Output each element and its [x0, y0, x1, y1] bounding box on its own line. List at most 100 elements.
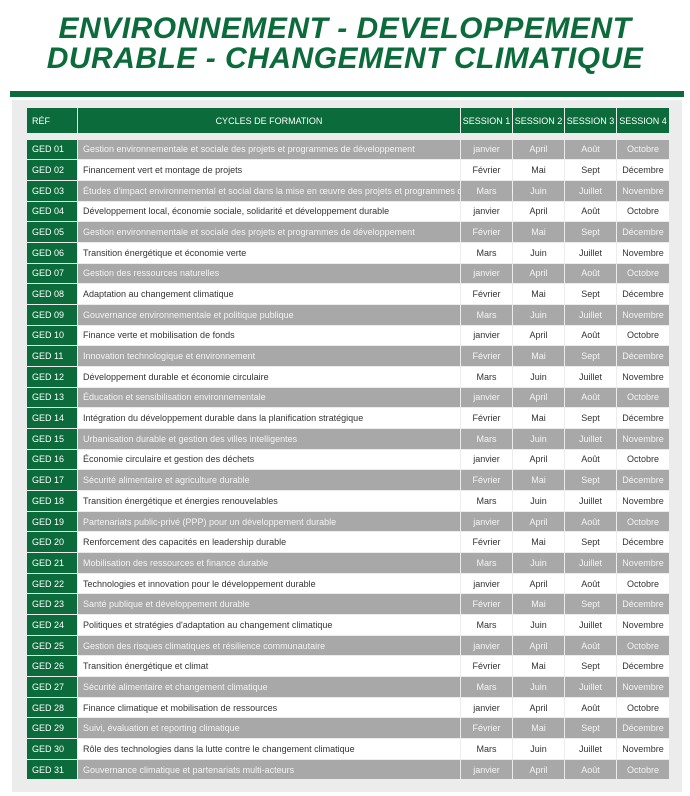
course-cell: Transition énergétique et économie verte	[78, 242, 460, 263]
session-cell: Février	[461, 532, 512, 553]
session-cell: Octobre	[617, 511, 669, 532]
session-cell: Février	[461, 160, 512, 180]
session-cell: April	[513, 511, 564, 532]
session-cell: April	[513, 387, 564, 408]
ref-cell: GED 16	[27, 449, 77, 470]
session-cell: Février	[461, 656, 512, 677]
session-cell: Mars	[461, 180, 512, 201]
session-cell: Octobre	[617, 139, 669, 160]
ref-cell: GED 23	[27, 594, 77, 615]
session-cell: Novembre	[617, 739, 669, 759]
session-cell: Juin	[513, 428, 564, 449]
session-cell: Octobre	[617, 759, 669, 780]
ref-cell: GED 12	[27, 366, 77, 387]
course-cell: Mobilisation des ressources et finance d…	[78, 553, 460, 573]
session-cell: Juillet	[565, 366, 616, 387]
session-cell: Décembre	[617, 222, 669, 242]
session-cell: Juillet	[565, 739, 616, 759]
session-cell: Octobre	[617, 635, 669, 656]
session-cell: Juin	[513, 242, 564, 263]
session-cell: Novembre	[617, 242, 669, 263]
course-cell: Adaptation au changement climatique	[78, 284, 460, 304]
session-cell: Juillet	[565, 428, 616, 449]
session-cell: Août	[565, 139, 616, 160]
session-cell: Février	[461, 346, 512, 366]
ref-cell: GED 05	[27, 222, 77, 242]
session-cell: Août	[565, 201, 616, 222]
ref-cell: GED 09	[27, 304, 77, 325]
session-cell: Sept	[565, 408, 616, 428]
session-cell: janvier	[461, 511, 512, 532]
ref-cell: GED 20	[27, 532, 77, 553]
course-cell: Suivi, évaluation et reporting climatiqu…	[78, 718, 460, 739]
ref-cell: GED 08	[27, 284, 77, 304]
session-cell: Octobre	[617, 387, 669, 408]
session-cell: Mai	[513, 222, 564, 242]
session-cell: Août	[565, 449, 616, 470]
session-cell: Mars	[461, 428, 512, 449]
session-cell: Juillet	[565, 491, 616, 511]
ref-cell: GED 28	[27, 697, 77, 718]
session-cell: Juin	[513, 366, 564, 387]
session-cell: Décembre	[617, 470, 669, 490]
session-cell: janvier	[461, 759, 512, 780]
session-cell: janvier	[461, 449, 512, 470]
session-cell: janvier	[461, 139, 512, 160]
session-cell: Sept	[565, 718, 616, 739]
session-cell: janvier	[461, 387, 512, 408]
ref-cell: GED 01	[27, 139, 77, 160]
session-cell: Août	[565, 263, 616, 284]
session-cell: janvier	[461, 635, 512, 656]
course-cell: Innovation technologique et environnemen…	[78, 346, 460, 366]
session-cell: Décembre	[617, 346, 669, 366]
course-cell: Éducation et sensibilisation environneme…	[78, 387, 460, 408]
course-cell: Gestion des ressources naturelles	[78, 263, 460, 284]
ref-cell: GED 31	[27, 759, 77, 780]
title-line: DURABLE - CHANGEMENT CLIMATIQUE	[46, 42, 644, 75]
title-line: ENVIRONNEMENT - DEVELOPPEMENT	[58, 12, 632, 45]
ref-cell: GED 11	[27, 346, 77, 366]
ref-cell: GED 02	[27, 160, 77, 180]
session-cell: Décembre	[617, 594, 669, 615]
course-cell: Gestion des risques climatiques et résil…	[78, 635, 460, 656]
session-cell: Novembre	[617, 180, 669, 201]
session-cell: janvier	[461, 201, 512, 222]
session-cell: Février	[461, 408, 512, 428]
ref-cell: GED 27	[27, 677, 77, 697]
ref-cell: GED 25	[27, 635, 77, 656]
session-cell: Août	[565, 759, 616, 780]
course-cell: Gestion environnementale et sociale des …	[78, 222, 460, 242]
session-cell: Novembre	[617, 615, 669, 635]
course-cell: Urbanisation durable et gestion des vill…	[78, 428, 460, 449]
session-cell: Décembre	[617, 532, 669, 553]
session-cell: Sept	[565, 594, 616, 615]
ref-cell: GED 18	[27, 491, 77, 511]
session-cell: Mars	[461, 615, 512, 635]
session-cell: Novembre	[617, 366, 669, 387]
session-cell: janvier	[461, 697, 512, 718]
ref-cell: GED 10	[27, 325, 77, 346]
session-cell: janvier	[461, 325, 512, 346]
course-cell: Santé publique et développement durable	[78, 594, 460, 615]
session-cell: Décembre	[617, 284, 669, 304]
session-cell: Octobre	[617, 201, 669, 222]
session-cell: April	[513, 263, 564, 284]
session-cell: Octobre	[617, 263, 669, 284]
ref-cell: GED 07	[27, 263, 77, 284]
session-cell: Mars	[461, 677, 512, 697]
session-cell: Février	[461, 470, 512, 490]
session-cell: Août	[565, 635, 616, 656]
session-cell: Août	[565, 697, 616, 718]
session-cell: Mai	[513, 284, 564, 304]
session-cell: Août	[565, 511, 616, 532]
session-cell: Décembre	[617, 408, 669, 428]
session-cell: Février	[461, 718, 512, 739]
ref-cell: GED 15	[27, 428, 77, 449]
session-cell: Mai	[513, 160, 564, 180]
course-cell: Transition énergétique et climat	[78, 656, 460, 677]
session-cell: Décembre	[617, 656, 669, 677]
session-cell: Juin	[513, 615, 564, 635]
session-cell: Juin	[513, 491, 564, 511]
session-cell: Mai	[513, 718, 564, 739]
